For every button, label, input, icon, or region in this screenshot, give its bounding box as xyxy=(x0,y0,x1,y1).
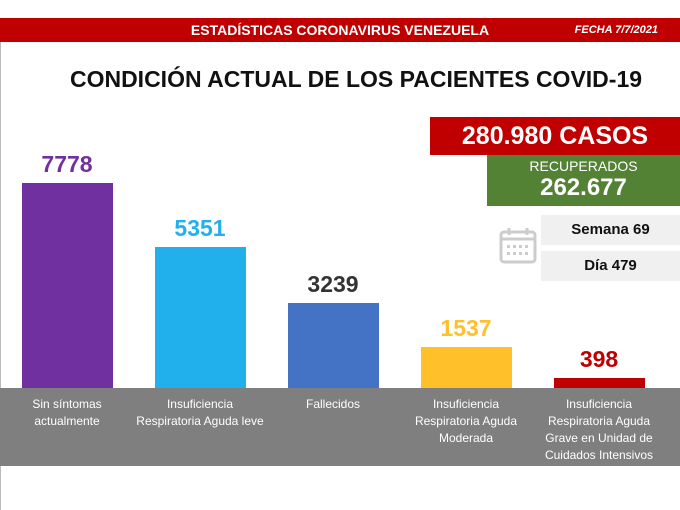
chart-title: CONDICIÓN ACTUAL DE LOS PACIENTES COVID-… xyxy=(69,66,643,92)
header-date: FECHA 7/7/2021 xyxy=(574,24,658,36)
week-box: Semana 69 xyxy=(541,215,680,245)
bar-0 xyxy=(22,183,113,388)
data-label-1: 5351 xyxy=(174,214,226,241)
data-label-2: 3239 xyxy=(307,270,359,297)
category-label-4: Insuficiencia Respiratoria Aguda Grave e… xyxy=(544,397,654,462)
frame-border xyxy=(0,40,1,510)
category-label-0: Sin síntomas actualmente xyxy=(32,397,102,428)
category-label-1: Insuficiencia Respiratoria Aguda leve xyxy=(136,397,264,428)
category-band xyxy=(0,388,680,466)
data-label-0: 7778 xyxy=(41,151,93,177)
header-title: ESTADÍSTICAS CORONAVIRUS VENEZUELA xyxy=(190,22,490,38)
recovered-label: RECUPERADOS xyxy=(529,158,638,174)
bar-1 xyxy=(155,246,246,388)
calendar-icon xyxy=(499,226,537,269)
day-box: Día 479 xyxy=(541,251,680,281)
bar-3 xyxy=(421,347,512,388)
bar-4 xyxy=(554,377,645,388)
category-label-3: Insuficiencia Respiratoria Aguda Moderad… xyxy=(414,397,518,445)
data-label-3: 1537 xyxy=(440,315,492,342)
total-cases: 280.980 CASOS xyxy=(430,117,680,155)
bar-2 xyxy=(288,302,379,388)
data-label-4: 398 xyxy=(579,345,619,372)
header-bar: ESTADÍSTICAS CORONAVIRUS VENEZUELA FECHA… xyxy=(0,18,680,42)
recovered-value: 262.677 xyxy=(540,174,627,201)
category-label-2: Fallecidos xyxy=(305,397,361,411)
recovered-box: RECUPERADOS 262.677 xyxy=(487,155,680,206)
